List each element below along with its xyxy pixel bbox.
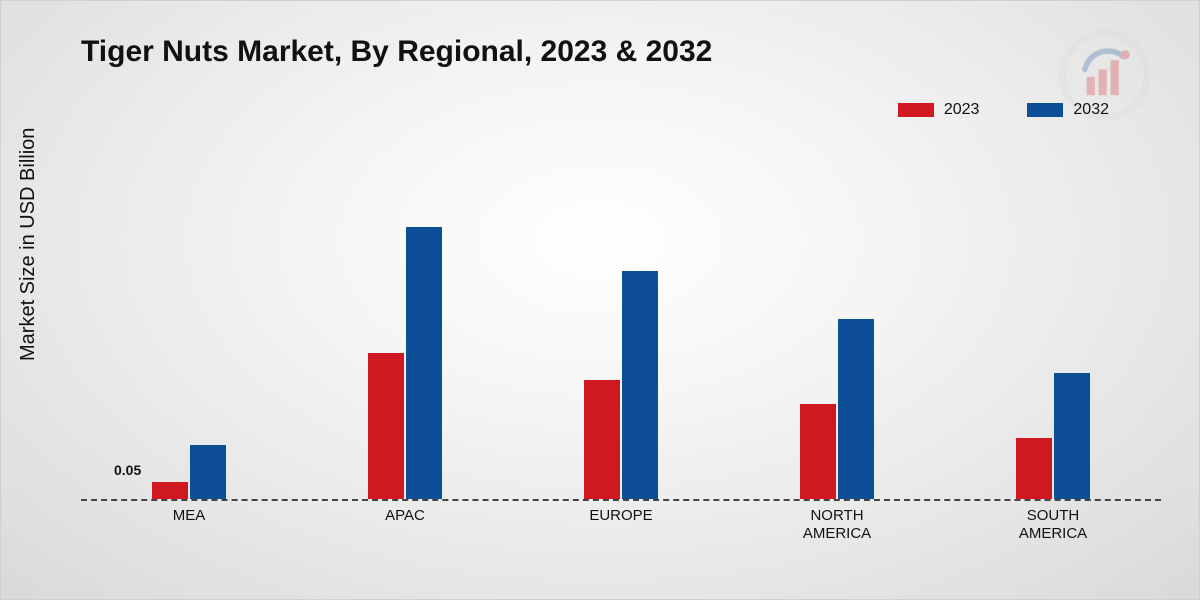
x-axis-labels: MEA APAC EUROPE NORTHAMERICA SOUTHAMERICA bbox=[81, 507, 1161, 543]
bar-group bbox=[546, 271, 696, 499]
y-axis-label: Market Size in USD Billion bbox=[17, 128, 40, 361]
bar bbox=[152, 482, 188, 499]
bar bbox=[1054, 373, 1090, 499]
legend: 2023 2032 bbox=[898, 101, 1109, 119]
x-tick-label: SOUTHAMERICA bbox=[978, 507, 1128, 543]
bar-group bbox=[330, 227, 480, 499]
bar bbox=[190, 445, 226, 499]
legend-swatch-2032 bbox=[1027, 103, 1063, 117]
chart-title: Tiger Nuts Market, By Regional, 2023 & 2… bbox=[81, 35, 712, 69]
bar bbox=[838, 319, 874, 499]
x-tick-label: EUROPE bbox=[546, 507, 696, 543]
x-tick-label: MEA bbox=[114, 507, 264, 543]
legend-label-2023: 2023 bbox=[944, 101, 980, 119]
legend-swatch-2023 bbox=[898, 103, 934, 117]
legend-item-2032: 2032 bbox=[1027, 101, 1109, 119]
bar-group: 0.05 bbox=[114, 445, 264, 499]
bar bbox=[368, 353, 404, 499]
bar bbox=[1016, 438, 1052, 499]
x-tick-label: APAC bbox=[330, 507, 480, 543]
bar bbox=[622, 271, 658, 499]
bar-groups: 0.05 bbox=[81, 161, 1161, 499]
legend-item-2023: 2023 bbox=[898, 101, 980, 119]
bar bbox=[584, 380, 620, 499]
x-tick-label: NORTHAMERICA bbox=[762, 507, 912, 543]
bar-group bbox=[978, 373, 1128, 499]
bar bbox=[406, 227, 442, 499]
legend-label-2032: 2032 bbox=[1073, 101, 1109, 119]
bar-value-label: 0.05 bbox=[114, 462, 141, 478]
bar bbox=[800, 404, 836, 499]
bar-group bbox=[762, 319, 912, 499]
plot-area: 0.05 bbox=[81, 161, 1161, 501]
